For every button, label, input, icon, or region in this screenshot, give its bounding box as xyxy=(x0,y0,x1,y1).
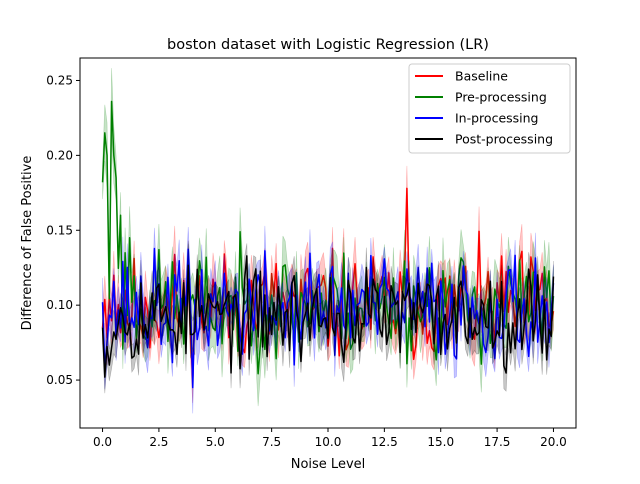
y-tick-label: 0.20 xyxy=(46,148,73,162)
y-tick-label: 0.15 xyxy=(46,223,73,237)
x-tick-label: 20.0 xyxy=(540,435,567,449)
x-tick-label: 17.5 xyxy=(484,435,511,449)
y-tick-label: 0.05 xyxy=(46,373,73,387)
x-tick-label: 7.5 xyxy=(262,435,281,449)
y-axis: 0.05 0.10 0.15 0.20 0.25 xyxy=(46,73,80,387)
series-line-3 xyxy=(101,255,555,378)
x-tick-label: 10.0 xyxy=(315,435,342,449)
legend-label-1: Pre-processing xyxy=(455,90,547,105)
legend: Baseline Pre-processing In-processing Post-… xyxy=(408,63,571,154)
x-tick-label: 0.0 xyxy=(93,435,112,449)
legend-label-2: In-processing xyxy=(455,111,538,126)
series-line-0 xyxy=(101,187,555,380)
x-axis: 0.0 2.5 5.0 7.5 10.0 12.5 15.0 17.5 20.0 xyxy=(93,428,567,449)
chart-title: boston dataset with Logistic Regression … xyxy=(167,37,489,53)
x-tick-label: 2.5 xyxy=(149,435,168,449)
x-tick-label: 15.0 xyxy=(427,435,454,449)
x-tick-label: 5.0 xyxy=(206,435,225,449)
y-tick-label: 0.10 xyxy=(46,298,73,312)
legend-label-0: Baseline xyxy=(455,69,508,84)
x-axis-label: Noise Level xyxy=(291,457,366,472)
legend-box xyxy=(408,63,571,154)
series-layer xyxy=(101,68,555,414)
series-line-2 xyxy=(101,247,555,389)
legend-label-3: Post-processing xyxy=(455,132,553,147)
y-tick-label: 0.25 xyxy=(46,73,73,87)
y-axis-label: Difference of False Positive xyxy=(20,156,35,331)
x-tick-label: 12.5 xyxy=(371,435,398,449)
